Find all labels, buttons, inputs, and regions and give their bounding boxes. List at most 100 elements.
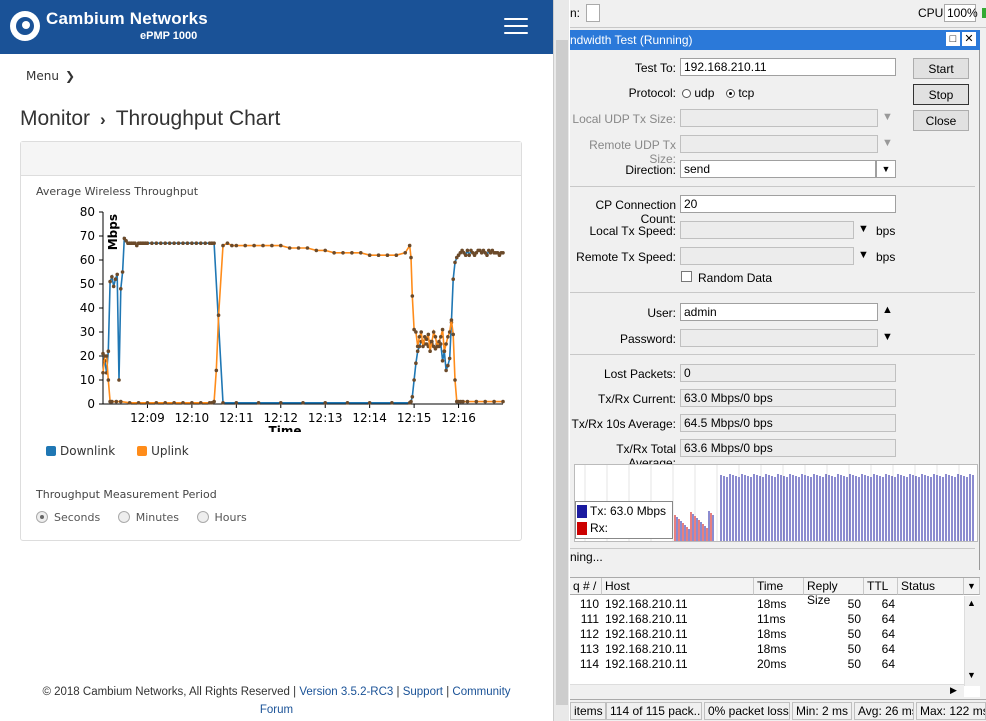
- table-cell: 18ms: [757, 642, 787, 656]
- protocol-tcp-option[interactable]: tcp: [726, 86, 754, 100]
- random-data-label: Random Data: [698, 271, 773, 285]
- dropdown-icon[interactable]: ▼: [858, 249, 869, 261]
- legend-uplink[interactable]: Uplink: [137, 444, 189, 458]
- test-to-input[interactable]: 192.168.210.11: [680, 58, 896, 76]
- direction-dropdown-icon[interactable]: ▼: [876, 160, 896, 178]
- data-point-uplink: [172, 401, 176, 405]
- top-header: Cambium Networks ePMP 1000: [0, 0, 553, 54]
- close-icon[interactable]: ✕: [962, 32, 976, 46]
- data-point-uplink: [447, 330, 452, 334]
- data-point-uplink: [287, 246, 292, 250]
- dropdown-icon[interactable]: ▼: [882, 111, 893, 123]
- scroll-down-icon[interactable]: ▼: [967, 670, 976, 680]
- legend-downlink[interactable]: Downlink: [46, 444, 115, 458]
- col-ttl[interactable]: TTL: [864, 578, 898, 595]
- collapse-up-icon[interactable]: ▲: [882, 304, 893, 316]
- remote-udp-input[interactable]: [680, 135, 878, 153]
- close-button[interactable]: Close: [913, 110, 969, 131]
- version-link[interactable]: Version 3.5.2-RC3: [299, 686, 394, 698]
- maximize-icon[interactable]: □: [946, 32, 960, 46]
- direction-select[interactable]: send: [680, 160, 876, 178]
- data-point-downlink: [278, 401, 283, 405]
- start-button[interactable]: Start: [913, 58, 969, 79]
- section-divider: [570, 354, 975, 355]
- data-point-uplink: [446, 335, 450, 339]
- col-status[interactable]: Status: [898, 578, 964, 595]
- data-point-uplink: [385, 253, 390, 257]
- scroll-up-icon[interactable]: ▲: [967, 598, 976, 608]
- x-tick-label: 12:14: [352, 411, 387, 425]
- table-vscroll[interactable]: ▲ ▼: [964, 596, 980, 686]
- dropdown-icon[interactable]: ▼: [858, 223, 869, 235]
- period-minutes[interactable]: Minutes: [117, 511, 179, 524]
- col-host[interactable]: Host: [602, 578, 754, 595]
- device-model: ePMP 1000: [140, 30, 198, 42]
- table-cell: 64: [881, 642, 895, 656]
- col-time[interactable]: Time: [754, 578, 804, 595]
- scroll-right-icon[interactable]: ▶: [950, 685, 957, 695]
- winbox-app: n: CPU: 100% ndwidth Test (Running) □ ✕ …: [570, 0, 986, 721]
- data-point-downlink: [440, 359, 445, 363]
- data-point-downlink: [108, 279, 112, 284]
- protocol-udp-option[interactable]: udp: [682, 86, 714, 100]
- breadcrumb-section[interactable]: Monitor: [20, 107, 91, 130]
- table-cell: [898, 612, 964, 627]
- browser-scrollbar[interactable]: [553, 0, 569, 721]
- table-cell: 50: [847, 612, 861, 626]
- data-point-downlink: [194, 241, 199, 245]
- column-menu-icon[interactable]: ▼: [964, 578, 980, 595]
- scrollbar-thumb[interactable]: [556, 40, 568, 705]
- hamburger-menu-icon[interactable]: [504, 18, 528, 36]
- data-point-downlink: [414, 361, 418, 365]
- data-point-uplink: [426, 332, 431, 337]
- toolbar-field[interactable]: [586, 4, 600, 22]
- unit-bps: bps: [876, 250, 896, 264]
- tcp-count-input[interactable]: 20: [680, 195, 896, 213]
- data-point-downlink: [367, 401, 372, 405]
- col-seq[interactable]: q # /: [570, 578, 602, 595]
- label-user: User:: [647, 306, 676, 320]
- user-input[interactable]: admin: [680, 303, 878, 321]
- remote-tx-speed-input[interactable]: [680, 247, 854, 265]
- data-point-downlink: [117, 378, 121, 382]
- window-titlebar[interactable]: ndwidth Test (Running) □ ✕: [570, 30, 980, 50]
- data-point-downlink: [115, 272, 120, 277]
- community-link[interactable]: Community: [452, 686, 511, 698]
- dropdown-icon[interactable]: ▼: [882, 137, 893, 149]
- forum-link[interactable]: Forum: [259, 704, 294, 716]
- period-hours[interactable]: Hours: [196, 511, 247, 524]
- support-link[interactable]: Support: [402, 686, 443, 698]
- test-status: ning...: [570, 550, 603, 564]
- data-point-uplink: [252, 243, 256, 248]
- data-point-uplink: [414, 330, 418, 334]
- table-hscroll[interactable]: ▶: [570, 684, 964, 698]
- dropdown-icon[interactable]: ▼: [882, 331, 893, 343]
- section-divider: [570, 548, 975, 549]
- random-data-checkbox[interactable]: [681, 271, 692, 282]
- col-reply-size[interactable]: Reply Size: [804, 578, 864, 607]
- radio-seconds[interactable]: [36, 511, 48, 523]
- password-input[interactable]: [680, 329, 878, 347]
- section-divider: [570, 292, 975, 293]
- x-axis-label: Time: [269, 424, 302, 432]
- local-tx-speed-input[interactable]: [680, 221, 854, 239]
- data-point-downlink: [412, 378, 416, 382]
- data-point-uplink: [261, 243, 265, 248]
- data-point-uplink: [305, 246, 310, 250]
- data-point-uplink: [118, 399, 123, 404]
- radio-tcp[interactable]: [726, 89, 735, 98]
- label-password: Password:: [619, 332, 676, 346]
- stop-button[interactable]: Stop: [913, 84, 969, 105]
- menu-toggle[interactable]: Menu ❯: [26, 69, 75, 83]
- radio-minutes[interactable]: [117, 511, 130, 523]
- local-udp-input[interactable]: [680, 109, 878, 127]
- table-cell: [898, 627, 964, 642]
- downlink-swatch: [46, 446, 56, 456]
- period-seconds[interactable]: Seconds: [36, 511, 100, 524]
- x-tick-label: 12:13: [308, 411, 343, 425]
- window-title: ndwidth Test (Running): [570, 33, 693, 47]
- table-cell: 50: [847, 597, 861, 611]
- radio-hours[interactable]: [196, 511, 209, 523]
- data-point-downlink: [446, 363, 450, 368]
- radio-udp[interactable]: [682, 89, 691, 98]
